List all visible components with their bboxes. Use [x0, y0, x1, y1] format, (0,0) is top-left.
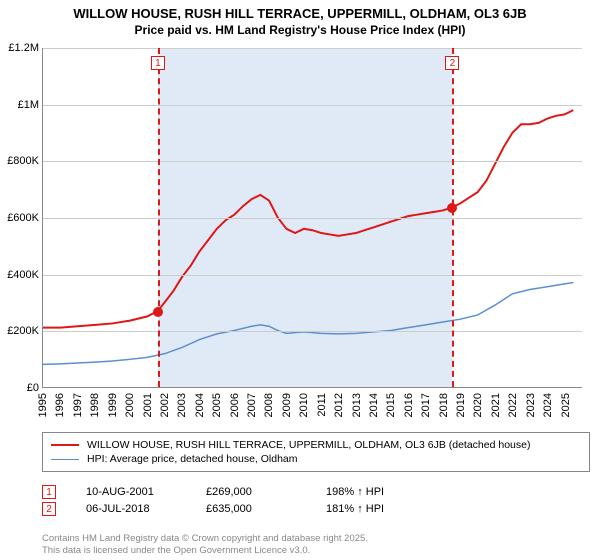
- title-line-1: WILLOW HOUSE, RUSH HILL TERRACE, UPPERMI…: [0, 6, 600, 21]
- x-axis-tick-label: 2025: [560, 393, 572, 417]
- legend-item-hpi: HPI: Average price, detached house, Oldh…: [51, 453, 581, 465]
- x-axis-tick-label: 1995: [37, 393, 49, 417]
- sale-date: 06-JUL-2018: [86, 503, 176, 515]
- plot-area: £0£200K£400K£600K£800K£1M£1.2M1995199619…: [42, 48, 582, 388]
- footer-line-2: This data is licensed under the Open Gov…: [42, 545, 368, 556]
- x-axis-tick-label: 2009: [281, 393, 293, 417]
- x-axis-tick-label: 2007: [246, 393, 258, 417]
- y-axis-tick-label: £1M: [18, 99, 39, 111]
- chart-container: WILLOW HOUSE, RUSH HILL TERRACE, UPPERMI…: [0, 0, 600, 560]
- legend-label-property: WILLOW HOUSE, RUSH HILL TERRACE, UPPERMI…: [87, 439, 530, 451]
- series-line-hpi: [43, 282, 573, 364]
- chart-area: £0£200K£400K£600K£800K£1M£1.2M1995199619…: [42, 48, 590, 388]
- x-axis-tick-label: 2020: [472, 393, 484, 417]
- x-axis-tick-label: 2022: [507, 393, 519, 417]
- gridline-horizontal: [43, 275, 582, 276]
- x-axis-tick-label: 2012: [333, 393, 345, 417]
- sale-hpi-delta: 181% ↑ HPI: [326, 503, 416, 515]
- x-axis-tick-label: 2001: [142, 393, 154, 417]
- x-axis-tick-label: 1997: [72, 393, 84, 417]
- x-axis-tick-label: 2014: [368, 393, 380, 417]
- sale-marker-dot-1: [153, 307, 163, 317]
- x-axis-tick-label: 2006: [229, 393, 241, 417]
- sale-marker-box-2: 2: [445, 56, 459, 70]
- sale-price: £269,000: [206, 486, 296, 498]
- gridline-horizontal: [43, 161, 582, 162]
- x-axis-tick-label: 2010: [298, 393, 310, 417]
- sale-marker-line-1: [158, 48, 160, 387]
- sale-row-1: 1 10-AUG-2001 £269,000 198% ↑ HPI: [42, 485, 416, 499]
- x-axis-tick-label: 2004: [194, 393, 206, 417]
- x-axis-tick-label: 2017: [420, 393, 432, 417]
- x-axis-tick-label: 2023: [525, 393, 537, 417]
- x-axis-tick-label: 2021: [490, 393, 502, 417]
- footer-attribution: Contains HM Land Registry data © Crown c…: [42, 533, 368, 556]
- x-axis-tick-label: 2013: [351, 393, 363, 417]
- x-axis-tick-label: 2018: [438, 393, 450, 417]
- x-axis-tick-label: 1996: [54, 393, 66, 417]
- legend-item-property: WILLOW HOUSE, RUSH HILL TERRACE, UPPERMI…: [51, 439, 581, 451]
- sale-date: 10-AUG-2001: [86, 486, 176, 498]
- sale-marker-dot-2: [447, 203, 457, 213]
- x-axis-tick-label: 2008: [263, 393, 275, 417]
- footer-line-1: Contains HM Land Registry data © Crown c…: [42, 533, 368, 544]
- sale-hpi-delta: 198% ↑ HPI: [326, 486, 416, 498]
- sale-row-2: 2 06-JUL-2018 £635,000 181% ↑ HPI: [42, 502, 416, 516]
- x-axis-tick-label: 2024: [542, 393, 554, 417]
- x-axis-tick-label: 2000: [124, 393, 136, 417]
- x-axis-tick-label: 2011: [316, 393, 328, 417]
- y-axis-tick-label: £1.2M: [8, 42, 39, 54]
- y-axis-tick-label: £600K: [7, 212, 39, 224]
- sale-price: £635,000: [206, 503, 296, 515]
- x-axis-tick-label: 2019: [455, 393, 467, 417]
- chart-title: WILLOW HOUSE, RUSH HILL TERRACE, UPPERMI…: [0, 0, 600, 37]
- title-line-2: Price paid vs. HM Land Registry's House …: [0, 23, 600, 37]
- x-axis-tick-label: 1999: [107, 393, 119, 417]
- gridline-horizontal: [43, 331, 582, 332]
- x-axis-tick-label: 1998: [89, 393, 101, 417]
- y-axis-tick-label: £400K: [7, 269, 39, 281]
- x-axis-tick-label: 2015: [385, 393, 397, 417]
- legend-box: WILLOW HOUSE, RUSH HILL TERRACE, UPPERMI…: [42, 432, 590, 472]
- legend-swatch-hpi: [51, 459, 79, 460]
- gridline-horizontal: [43, 105, 582, 106]
- legend-label-hpi: HPI: Average price, detached house, Oldh…: [87, 453, 298, 465]
- x-axis-tick-label: 2003: [176, 393, 188, 417]
- x-axis-tick-label: 2002: [159, 393, 171, 417]
- x-axis-tick-label: 2016: [403, 393, 415, 417]
- gridline-horizontal: [43, 218, 582, 219]
- y-axis-tick-label: £800K: [7, 155, 39, 167]
- gridline-horizontal: [43, 48, 582, 49]
- y-axis-tick-label: £200K: [7, 325, 39, 337]
- sale-marker-box-1: 1: [151, 56, 165, 70]
- legend-swatch-property: [51, 444, 79, 446]
- x-axis-tick-label: 2005: [211, 393, 223, 417]
- sale-row-marker-2: 2: [42, 502, 56, 516]
- sale-marker-line-2: [452, 48, 454, 387]
- sales-table: 1 10-AUG-2001 £269,000 198% ↑ HPI 2 06-JUL-20…: [42, 482, 416, 519]
- sale-row-marker-1: 1: [42, 485, 56, 499]
